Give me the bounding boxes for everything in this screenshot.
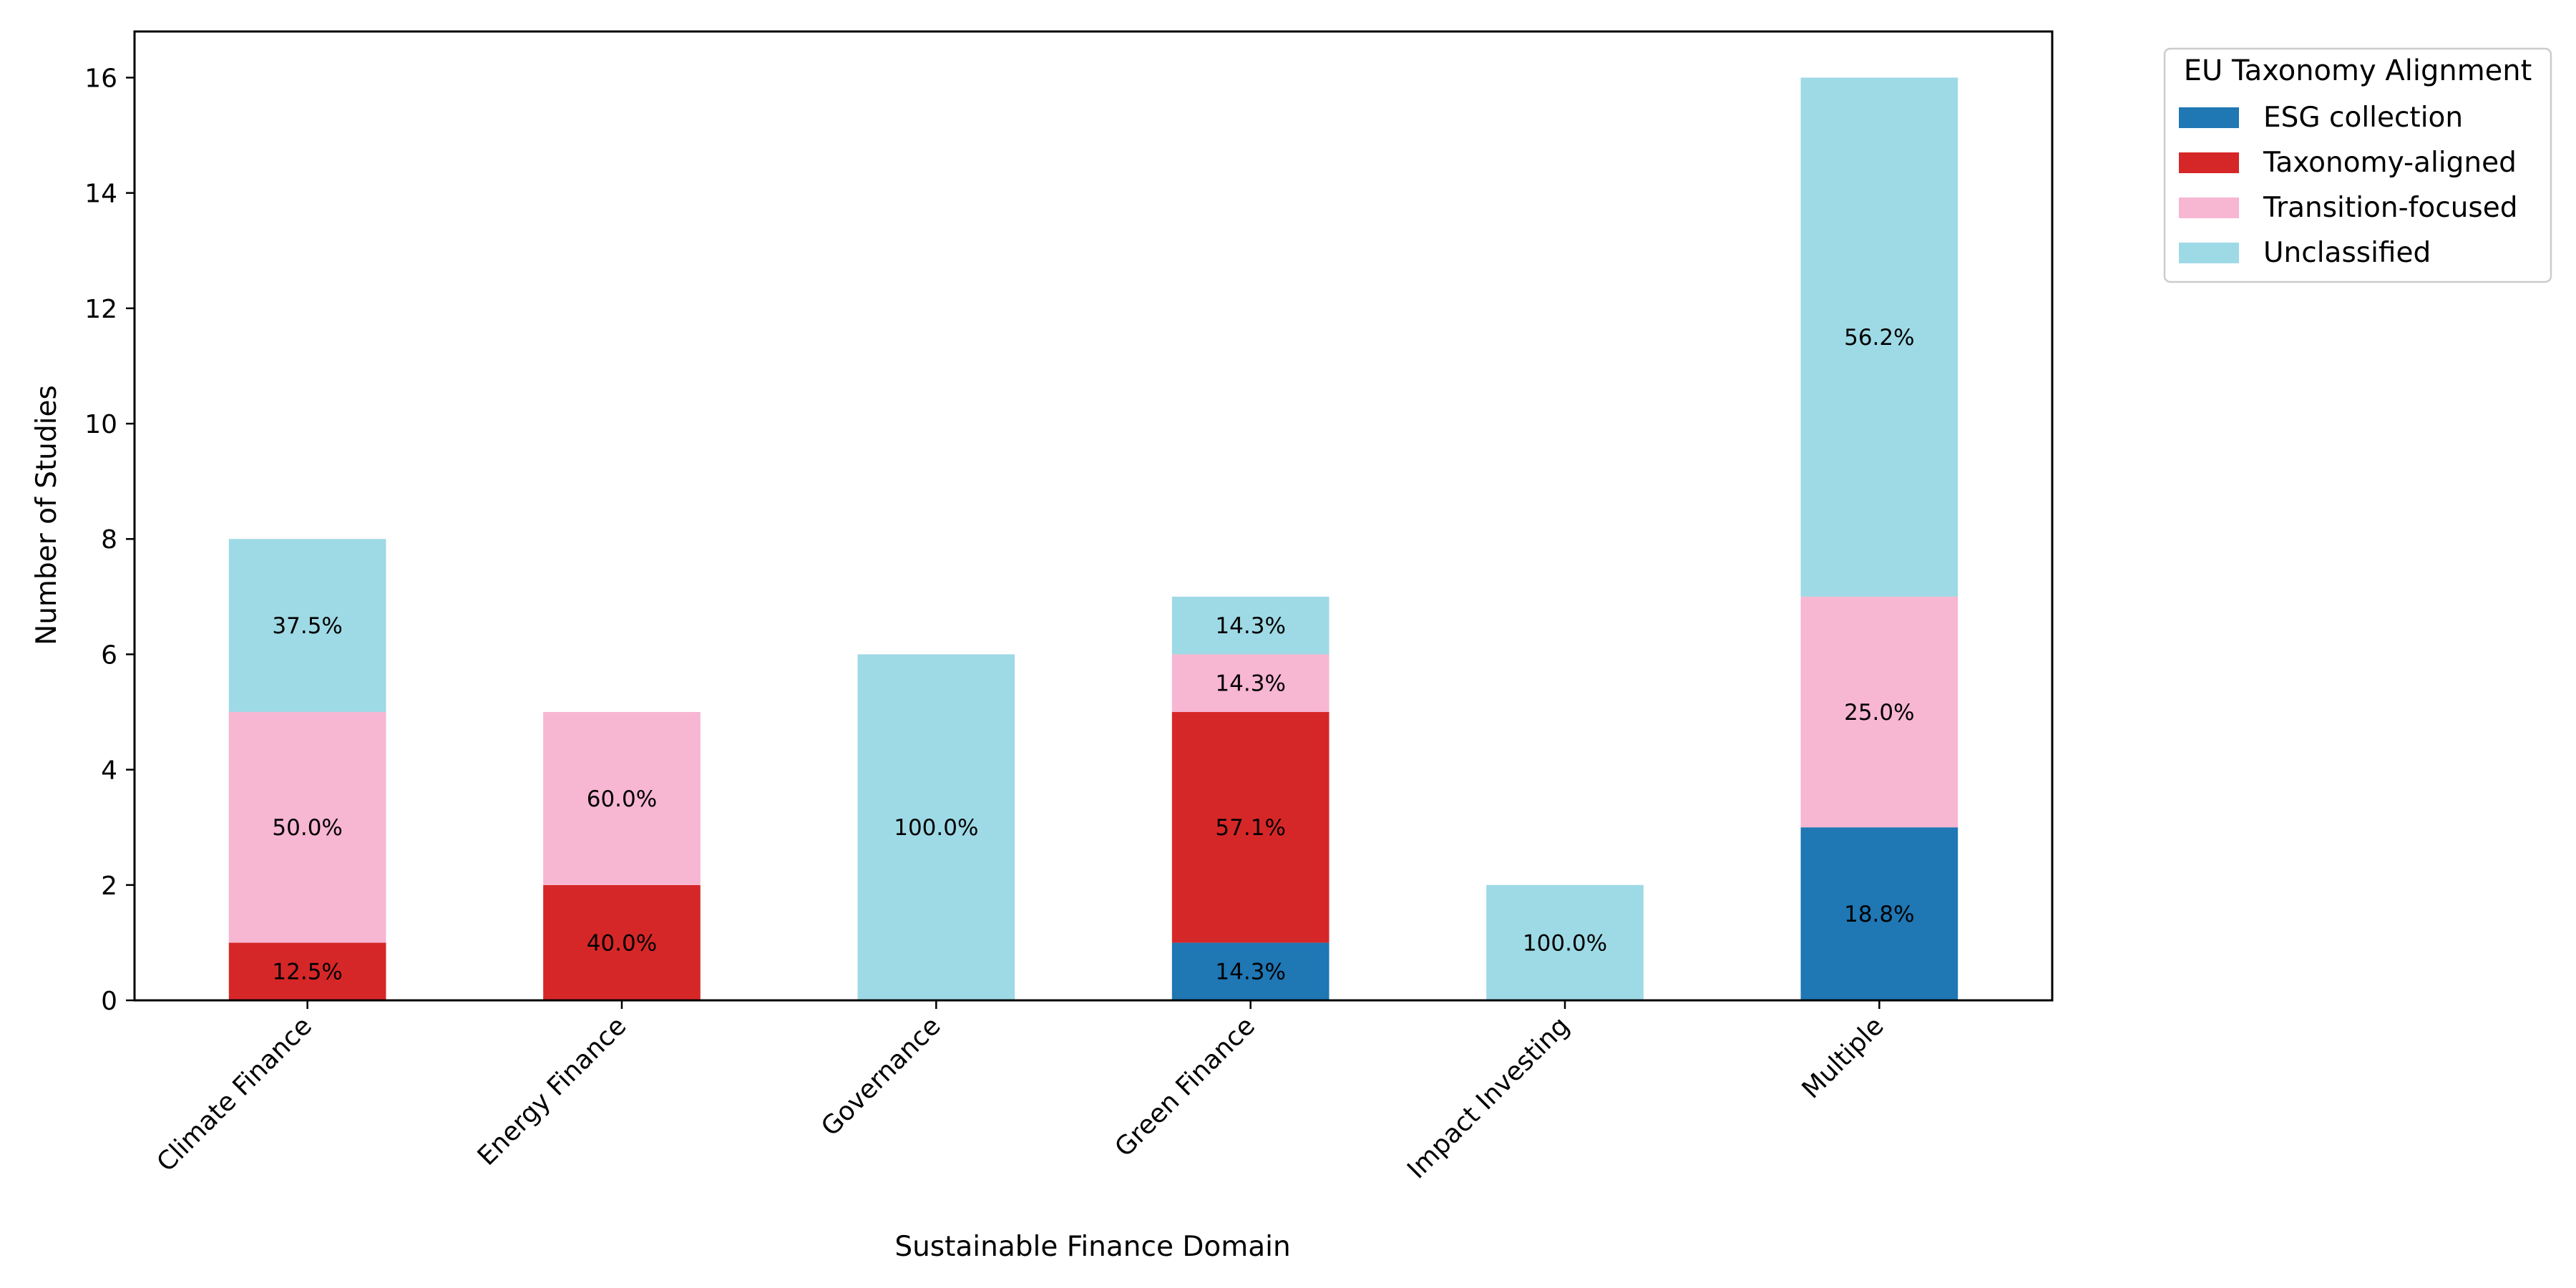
bar-segment-3-2 (857, 654, 1015, 1000)
legend-box (2163, 47, 2552, 283)
segment-label-1-1: 40.0% (587, 930, 657, 956)
segment-label-2-3: 14.3% (1215, 671, 1285, 697)
segment-label-2-1: 60.0% (587, 786, 657, 812)
plot-frame (133, 30, 2054, 1002)
bar-segment-2-5 (1800, 596, 1958, 828)
legend-title: EU Taxonomy Alignment (2184, 54, 2532, 87)
segment-label-2-0: 50.0% (272, 815, 342, 841)
y-tick-label-5: 10 (84, 410, 117, 439)
y-tick-label-6: 12 (84, 295, 117, 324)
plot-area: 12.5% 50.0% 37.5% 40.0% 60.0% 100.0% 14.3% 57.1… (228, 77, 1958, 1000)
segment-label-3-3: 14.3% (1215, 613, 1285, 639)
segment-label-2-5: 25.0% (1844, 700, 1914, 726)
bar-segment-0-5 (1800, 827, 1958, 1000)
y-axis-title: Number of Studies (31, 385, 63, 645)
legend-label-0: ESG collection (2263, 102, 2463, 134)
bar-segment-1-1 (543, 884, 701, 1000)
bar-segment-3-5 (1800, 77, 1958, 597)
legend-label-2: Transition-focused (2263, 192, 2518, 224)
legend: EU Taxonomy Alignment ESG collection Taxon… (2163, 47, 2552, 283)
bar-segment-3-3 (1171, 596, 1330, 655)
segment-label-1-3: 57.1% (1215, 815, 1285, 841)
legend-label-1: Taxonomy-aligned (2263, 147, 2517, 179)
bar-segment-1-3 (1171, 712, 1330, 943)
segment-label-3-2: 100.0% (894, 815, 978, 841)
legend-swatch-2 (2179, 197, 2239, 218)
y-tick-label-4: 8 (101, 525, 117, 555)
segment-label-0-3: 14.3% (1215, 960, 1285, 985)
y-tick-label-0: 0 (101, 987, 117, 1016)
segment-label-1-0: 12.5% (272, 960, 342, 985)
legend-swatch-1 (2179, 152, 2239, 173)
segment-label-3-4: 100.0% (1523, 930, 1607, 956)
segment-label-3-0: 37.5% (272, 613, 342, 639)
y-tick-label-1: 2 (101, 872, 117, 901)
y-tick-label-7: 14 (84, 180, 117, 209)
bar-segment-2-1 (543, 712, 701, 885)
segment-label-3-5: 56.2% (1844, 325, 1914, 351)
bar-segment-2-0 (228, 712, 386, 943)
segment-label-0-5: 18.8% (1844, 902, 1914, 927)
bar-segment-3-0 (228, 539, 386, 713)
bar-segment-0-3 (1171, 942, 1330, 1000)
y-tick-label-3: 6 (101, 640, 117, 670)
legend-swatch-0 (2179, 107, 2239, 128)
legend-swatch-3 (2179, 243, 2239, 263)
x-axis-title: Sustainable Finance Domain (894, 1231, 1290, 1263)
y-tick-label-2: 4 (101, 756, 117, 786)
bar-segment-1-0 (228, 942, 386, 1000)
y-tick-label-8: 16 (84, 64, 117, 93)
legend-label-3: Unclassified (2263, 237, 2431, 269)
bar-segment-2-3 (1171, 654, 1330, 713)
bar-segment-3-4 (1486, 884, 1644, 1000)
